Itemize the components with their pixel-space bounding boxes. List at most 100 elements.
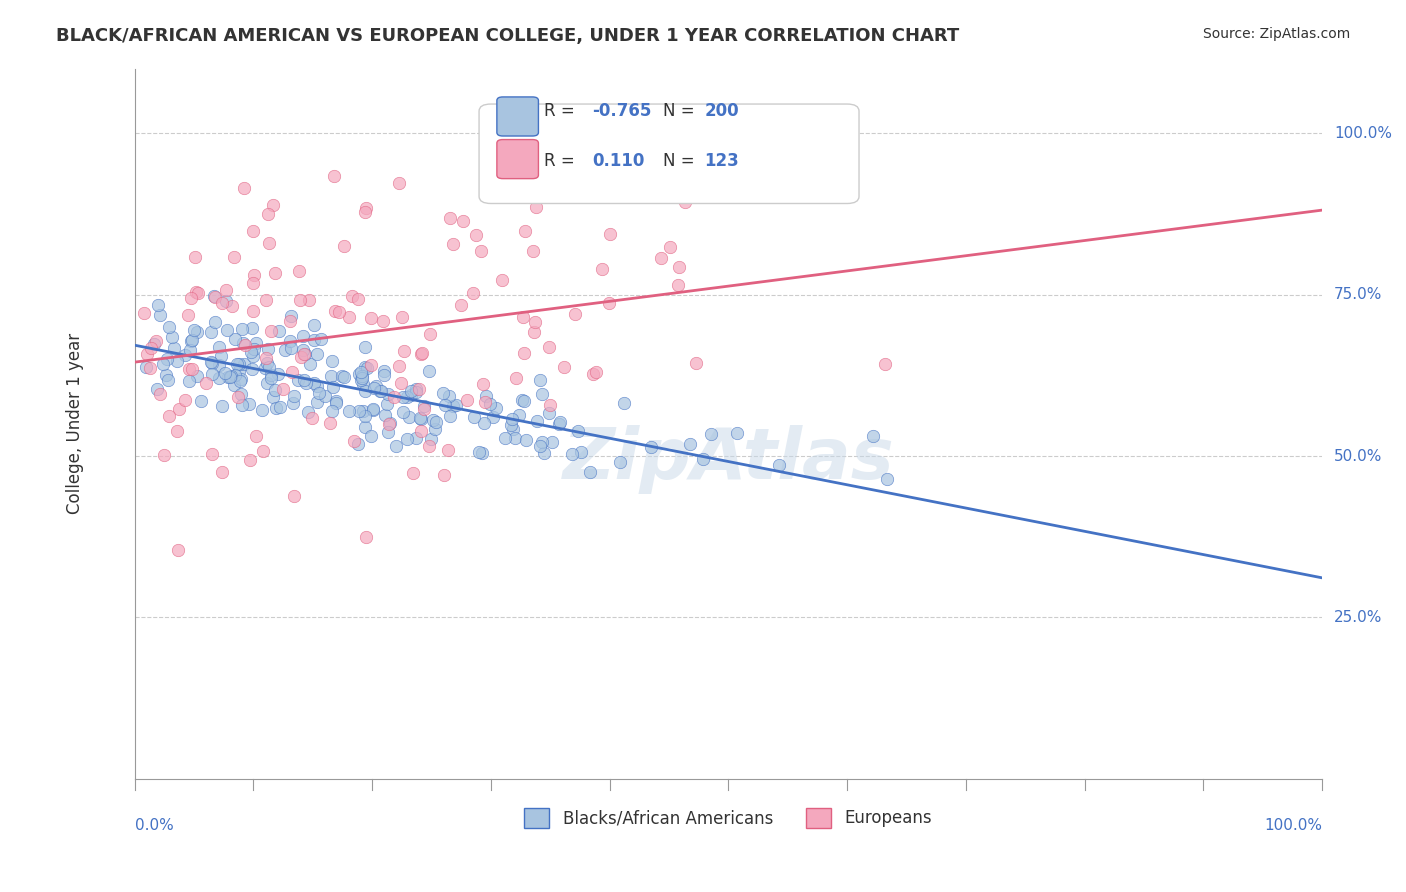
Point <box>523 325 546 339</box>
Point <box>274 343 297 357</box>
Legend: Blacks/African Americans, Europeans: Blacks/African Americans, Europeans <box>517 801 939 835</box>
Point <box>502 422 524 436</box>
Point <box>350 373 373 387</box>
Point <box>420 432 443 446</box>
Point <box>370 384 392 398</box>
Point <box>184 250 207 264</box>
Point <box>280 341 302 355</box>
Text: -0.765: -0.765 <box>592 103 651 120</box>
Point <box>302 333 325 347</box>
Point <box>538 398 561 412</box>
Point <box>378 416 401 430</box>
Point <box>202 288 225 302</box>
Point <box>582 368 605 382</box>
Point <box>360 429 382 443</box>
Point <box>325 395 347 409</box>
Point <box>257 360 280 375</box>
Point <box>217 370 239 384</box>
Text: N =: N = <box>664 103 700 120</box>
Point <box>512 310 534 325</box>
Point <box>226 390 249 404</box>
Text: 0.0%: 0.0% <box>135 818 173 832</box>
Point <box>298 357 321 371</box>
Point <box>679 437 702 451</box>
Point <box>456 392 478 407</box>
Point <box>152 357 174 371</box>
Point <box>259 368 281 382</box>
Point <box>167 401 190 416</box>
Point <box>319 368 342 383</box>
Point <box>382 390 405 404</box>
Point <box>378 417 401 431</box>
Point <box>599 227 621 242</box>
Point <box>337 403 360 417</box>
Point <box>561 447 583 461</box>
Point <box>432 386 454 401</box>
FancyBboxPatch shape <box>479 104 859 203</box>
Point <box>768 458 790 473</box>
Point <box>364 379 387 393</box>
Point <box>283 389 305 403</box>
Point <box>215 293 238 308</box>
Point <box>548 415 571 429</box>
Point <box>266 401 288 415</box>
Point <box>418 364 440 378</box>
Text: 75.0%: 75.0% <box>1334 287 1382 302</box>
Point <box>347 404 370 418</box>
Point <box>301 410 323 425</box>
Point <box>149 386 172 401</box>
Point <box>412 401 434 416</box>
Point <box>352 369 374 384</box>
Point <box>233 357 256 371</box>
Point <box>215 322 238 336</box>
Point <box>256 356 278 370</box>
Text: 0.110: 0.110 <box>592 152 644 169</box>
Point <box>609 455 631 469</box>
Point <box>541 434 564 449</box>
Point <box>149 308 172 322</box>
Point <box>470 244 492 259</box>
Point <box>321 354 343 368</box>
Point <box>257 343 280 357</box>
Point <box>139 361 162 376</box>
Point <box>281 365 304 379</box>
Point <box>200 325 222 339</box>
Point <box>409 347 432 361</box>
Point <box>485 401 508 415</box>
Point <box>139 341 162 355</box>
Point <box>242 224 264 238</box>
Point <box>232 181 254 195</box>
Point <box>522 244 544 258</box>
Point <box>157 409 180 423</box>
Point <box>290 350 312 364</box>
Point <box>146 382 169 396</box>
Point <box>433 467 456 482</box>
Point <box>187 285 209 300</box>
Point <box>290 293 312 307</box>
Point <box>145 334 167 348</box>
Point <box>288 263 311 277</box>
Point <box>538 340 561 354</box>
Point <box>157 320 180 334</box>
Point <box>468 444 491 458</box>
Point <box>515 224 537 238</box>
Point <box>322 380 344 394</box>
Point <box>537 406 560 420</box>
Point <box>186 325 208 339</box>
Point <box>180 334 202 348</box>
Point <box>340 289 363 303</box>
Point <box>229 374 252 388</box>
Point <box>240 361 263 376</box>
Point <box>395 432 418 446</box>
Point <box>437 442 460 457</box>
Point <box>471 446 494 460</box>
Point <box>373 313 395 327</box>
Point <box>264 383 287 397</box>
Point <box>209 349 232 363</box>
Point <box>387 359 409 374</box>
Point <box>295 376 318 390</box>
Point <box>173 393 195 408</box>
Point <box>368 384 391 398</box>
Point <box>433 398 456 412</box>
Point <box>524 200 547 214</box>
